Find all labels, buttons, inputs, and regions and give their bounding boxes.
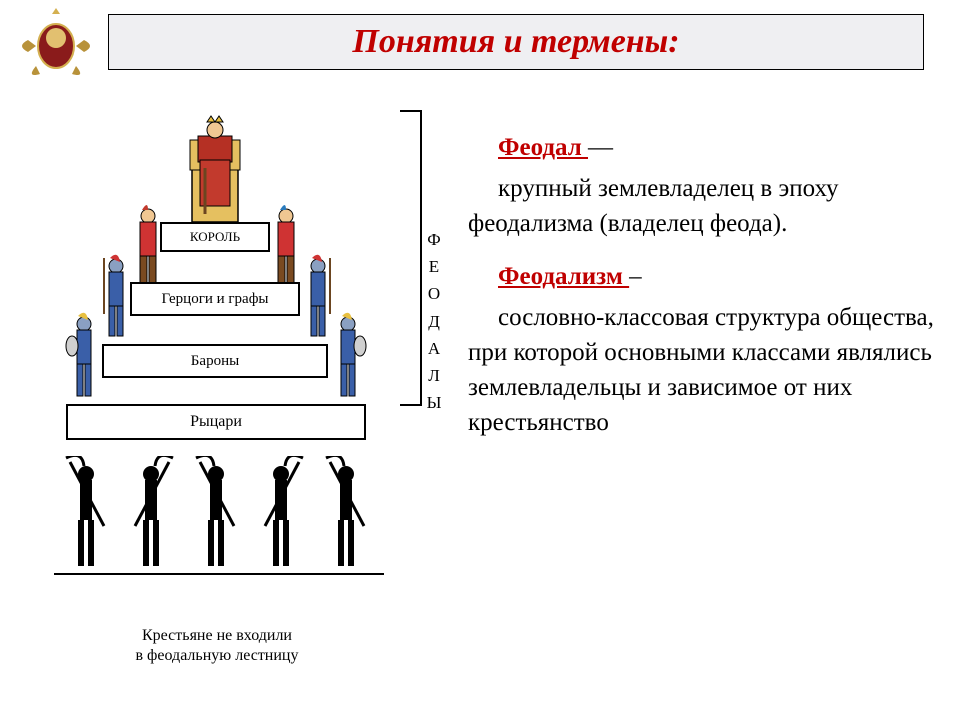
pyramid-step: Рыцари <box>66 404 366 440</box>
vertical-label: Ф Е О Д А Л Ы <box>425 226 443 416</box>
term1-line: Феодал — <box>468 130 943 165</box>
pyramid-step: Герцоги и графы <box>130 282 300 316</box>
bracket-icon <box>400 110 422 406</box>
page-title: Понятия и термены: <box>352 23 679 61</box>
title-banner: Понятия и термены: <box>108 14 924 70</box>
pyramid-caption: Крестьяне не входили в феодальную лестни… <box>62 626 372 666</box>
pyramid-step: Бароны <box>102 344 328 378</box>
feudal-pyramid: Ф Е О Д А Л Ы КОРОЛЬ Герцоги и графы <box>30 104 430 664</box>
knight-figure <box>326 312 370 406</box>
def2-body: сословно-классовая структура общества, п… <box>468 300 943 440</box>
peasants-row <box>54 456 384 606</box>
king-figure <box>180 110 250 224</box>
corner-emblem <box>6 0 106 92</box>
definitions: Феодал — крупный землевладелец в эпоху ф… <box>468 130 943 458</box>
knight-figure <box>62 312 106 406</box>
pyramid-step: КОРОЛЬ <box>160 222 270 252</box>
term2-line: Феодализм – <box>468 259 943 294</box>
def1-body: крупный землевладелец в эпоху феодализма… <box>468 171 943 241</box>
term-feodal: Феодал <box>498 134 588 161</box>
term-feodalizm: Феодализм <box>498 263 629 290</box>
